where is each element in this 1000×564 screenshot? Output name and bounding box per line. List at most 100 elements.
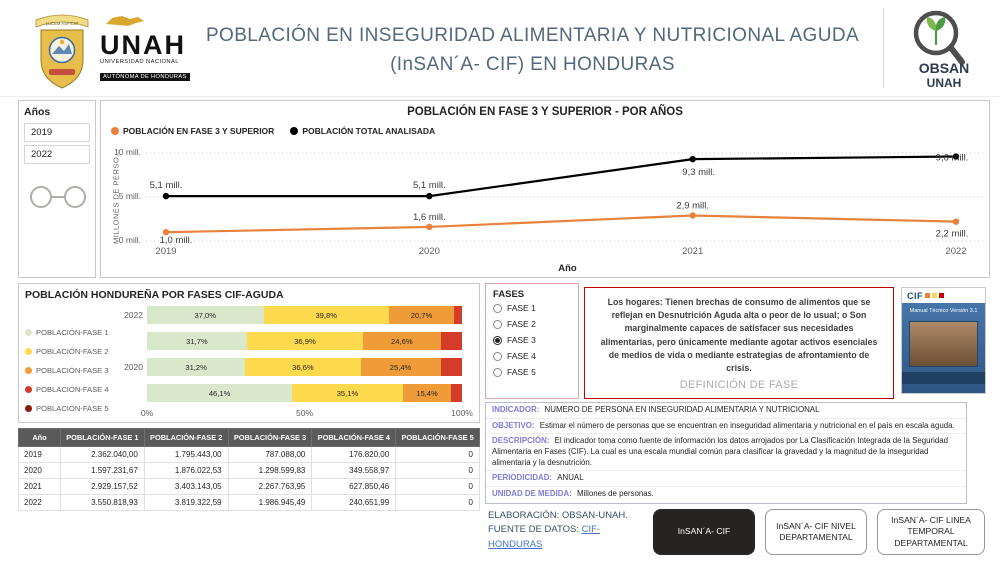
table-row[interactable]: 2021 2.929.157,52 3.403.143,05 2.267.763,95…	[18, 478, 480, 495]
bar-segment[interactable]: 36,9%	[246, 332, 364, 350]
magnifier-handle-icon	[948, 45, 965, 65]
info-item-value: Millones de personas.	[576, 489, 654, 499]
legend-item: POBLACIÓN-FASE 4	[25, 385, 109, 394]
data-point[interactable]	[162, 192, 170, 200]
line-chart-x-axis-label: Año	[558, 263, 577, 274]
info-item: OBJETIVO: Estimar el número de personas …	[486, 419, 966, 435]
page-title-line2: (InSAN´A- CIF) EN HONDURAS	[390, 54, 675, 75]
bar-segment[interactable]: 37,0%	[147, 306, 264, 324]
fase-option-label: FASE 4	[507, 351, 536, 361]
data-label: 9,6 mill.	[936, 153, 969, 164]
fase-option-fase-4[interactable]: FASE 4	[493, 351, 578, 361]
table-header-row: Año POBLACIÓN-FASE 1 POBLACIÓN-FASE 2 POBLA…	[18, 428, 480, 447]
bar-segment[interactable]	[440, 358, 462, 376]
data-label: 2,9 mill.	[676, 200, 709, 211]
fase-option-fase-1[interactable]: FASE 1	[493, 303, 578, 313]
data-point[interactable]	[952, 218, 960, 225]
data-point[interactable]	[952, 153, 960, 160]
legend-label: POBLACIÓN-FASE 3	[36, 365, 109, 375]
x-tick-label: 2020	[419, 246, 440, 257]
header: LUCEM ASPICIO UNAH UNIVERSIDAD NACIONAL …	[0, 0, 1000, 97]
info-item: DESCRIPCIÓN: El indicador toma como fuen…	[486, 434, 966, 472]
line-series	[166, 155, 957, 198]
info-item-value: NUMERO DE PERSONA EN INSEGURIDAD ALIMENT…	[544, 405, 820, 414]
bar-segment[interactable]	[454, 306, 462, 324]
radio-icon	[493, 319, 502, 329]
line-chart-legend: POBLACIÓN EN FASE 3 Y SUPERIOR POBLACIÓN …	[111, 126, 435, 136]
bar-segment[interactable]: 15,4%	[402, 384, 452, 402]
data-point[interactable]	[689, 212, 696, 219]
table-cell: 2021	[18, 478, 61, 495]
obsan-unah-text: UNAH	[927, 76, 962, 90]
info-item: INDICADOR: NUMERO DE PERSONA EN INSEGURI…	[486, 403, 966, 419]
bar-row-2021: 31,7% 36,9% 24,6%	[147, 332, 462, 350]
info-item-value: ANUAL	[557, 473, 584, 483]
bar-segment[interactable]: 35,1%	[292, 384, 403, 402]
table-cell: 3.550.818,93	[60, 494, 145, 511]
bar-segment[interactable]	[451, 384, 462, 402]
fase-option-fase-5[interactable]: FASE 5	[493, 367, 578, 377]
unah-crest-logo: LUCEM ASPICIO	[35, 14, 89, 89]
radio-icon	[493, 335, 502, 345]
elaboracion-text: ELABORACIÓN: OBSAN-UNAH.	[488, 510, 628, 521]
data-point[interactable]	[162, 229, 170, 236]
nav-button[interactable]: InSAN´A- CIF LINEA TEMPORAL DEPARTAMENTA…	[877, 509, 985, 555]
table-cell: 2022	[18, 494, 61, 511]
legend-item: POBLACIÓN EN FASE 3 Y SUPERIOR	[111, 126, 274, 136]
bar-segment[interactable]: 20,7%	[388, 306, 455, 324]
table-row[interactable]: 2019 2.362.040,00 1.795.443,00 787.088,00 17…	[18, 446, 480, 463]
legend-label: POBLACIÓN-FASE 1	[36, 327, 109, 337]
bar-chart-title: POBLACIÓN HONDUREÑA POR FASES CIF-AGUDA	[25, 289, 284, 301]
bar-segment[interactable]	[440, 332, 462, 350]
table-cell: 1.597.231,67	[60, 462, 145, 479]
table-cell: 176.820,00	[311, 446, 397, 463]
fase-option-fase-3[interactable]: FASE 3	[493, 335, 578, 345]
report-nav-buttons: InSAN´A- CIF InSAN´A- CIF NIVEL DEPARTAME…	[653, 509, 985, 555]
table-header-cell: POBLACIÓN-FASE 2	[143, 428, 229, 447]
table-cell: 2.362.040,00	[60, 446, 145, 463]
nav-button[interactable]: InSAN´A- CIF	[653, 509, 755, 555]
info-item: UNIDAD DE MEDIDA: Millones de personas.	[486, 487, 966, 502]
line-chart-panel: POBLACIÓN EN FASE 3 Y SUPERIOR - POR AÑO…	[100, 100, 990, 278]
table-cell: 0	[395, 446, 480, 463]
bar-segment[interactable]: 39,8%	[263, 306, 389, 324]
slicer-item-2019[interactable]: 2019	[24, 123, 90, 142]
bar-segment[interactable]: 31,7%	[147, 332, 247, 350]
table-row[interactable]: 2022 3.550.818,93 3.819.322,59 1.986.945,49…	[18, 494, 480, 511]
crest-motto: LUCEM ASPICIO	[46, 21, 79, 26]
slicer-item-2022[interactable]: 2022	[24, 145, 90, 164]
table-cell: 0	[395, 494, 480, 511]
slicer-range-icon[interactable]	[25, 177, 91, 217]
fases-slicer-title: FASES	[493, 289, 525, 300]
footer-note: ELABORACIÓN: OBSAN-UNAH. FUENTE DE DATOS…	[488, 509, 646, 552]
unah-subtitle-2: AUTÓNOMA DE HONDURAS	[100, 73, 190, 81]
fase-option-fase-2[interactable]: FASE 2	[493, 319, 578, 329]
table-header-cell: POBLACIÓN-FASE 4	[311, 428, 397, 447]
bar-segment[interactable]: 25,4%	[360, 358, 441, 376]
line-series	[165, 214, 957, 234]
phase-definition-text: Los hogares: Tienen brechas de consumo d…	[600, 297, 878, 373]
fuente-link[interactable]: CIF-HONDURAS	[488, 524, 601, 550]
bar-chart-legend: POBLACIÓN-FASE 1 POBLACIÓN-FASE 2 POBLACIÓ…	[25, 328, 109, 423]
indicator-info-box: INDICADOR: NUMERO DE PERSONA EN INSEGURI…	[485, 402, 967, 504]
legend-item: POBLACIÓN TOTAL ANALISADA	[290, 126, 435, 136]
data-point[interactable]	[689, 155, 696, 163]
cif-cover-band	[902, 371, 985, 384]
bar-segment[interactable]: 46,1%	[147, 384, 293, 402]
data-point[interactable]	[426, 223, 433, 231]
cif-manual-thumbnail[interactable]: CIF Manual Técnico Versión 3.1	[901, 287, 986, 394]
data-point[interactable]	[426, 192, 433, 200]
bar-x-tick-label: 100%	[451, 408, 473, 418]
y-tick-label: 5 mill.	[118, 191, 141, 201]
nav-button[interactable]: InSAN´A- CIF NIVEL DEPARTAMENTAL	[765, 509, 867, 555]
table-cell: 1.986.945,49	[227, 494, 313, 511]
obsan-text: OBSAN	[919, 60, 970, 76]
bar-x-tick-label: 50%	[295, 408, 314, 418]
table-cell: 2020	[18, 462, 61, 479]
table-header-cell: POBLACIÓN-FASE 5	[395, 428, 480, 447]
table-row[interactable]: 2020 1.597.231,67 1.876.022,53 1.298.599,83…	[18, 462, 480, 479]
bar-segment[interactable]: 24,6%	[363, 332, 441, 350]
bar-segment[interactable]: 36,6%	[245, 358, 361, 376]
bar-segment[interactable]: 31,2%	[147, 358, 246, 376]
cif-logo: CIF	[902, 288, 985, 303]
